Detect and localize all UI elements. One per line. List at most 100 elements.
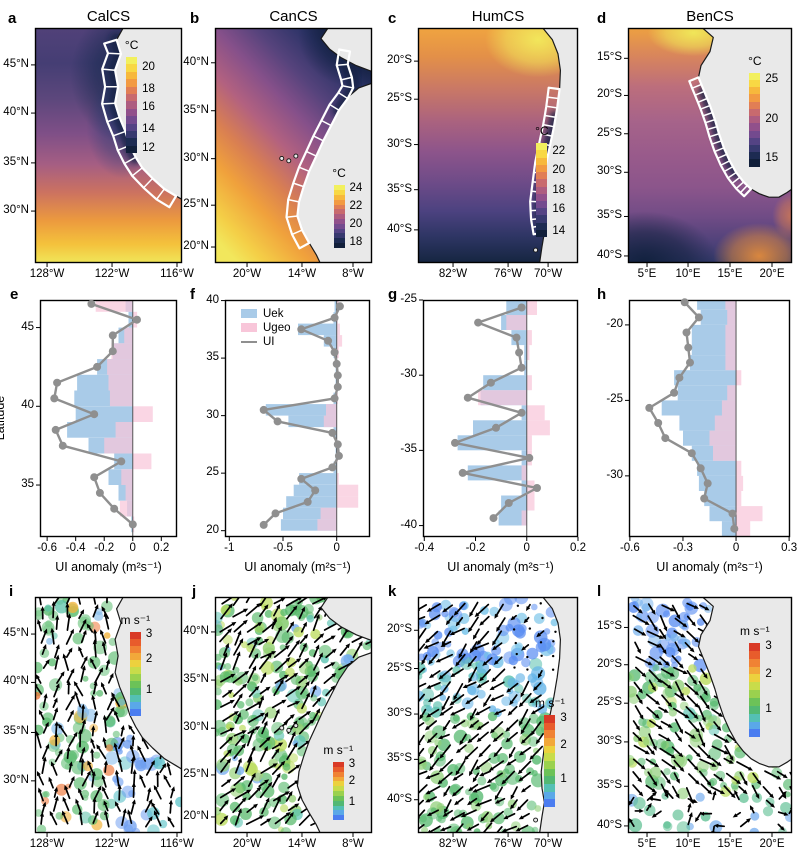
colorbar-segment [749,101,761,109]
x-tick-label: -0.2 [465,542,486,554]
ugeo-bar [521,510,527,526]
panel-j-letter: j [192,583,197,600]
panel-f-ui-anomaly-chart [221,299,371,541]
colorbar-label: m s⁻¹ [740,624,770,639]
colorbar-segment [129,694,141,702]
ui-marker [682,328,691,337]
uek-bar [75,406,133,422]
lat-tick-label: 30°S [386,137,412,150]
legend-swatch [241,309,257,318]
y-tick-label: 30 [206,408,219,421]
ui-marker [332,359,341,368]
colorbar-segment [126,108,138,117]
axes-border [34,27,183,264]
colorbar-segment [544,791,556,800]
lat-tick-label: 20°S [386,54,412,67]
ui-marker [686,358,694,367]
lon-tick-label: 122°W [94,268,130,280]
lat-tick-label: 15°S [596,51,622,64]
x-tick-label: 0.2 [570,542,586,554]
x-axis-label: UI anomaly (m²s⁻¹) [55,560,162,574]
y-tick-label: 45 [21,320,34,333]
ugeo-bar [526,375,532,391]
wind-vectors [35,597,175,828]
colorbar-segment [333,219,345,224]
lat-tick-label: 25°S [596,696,622,709]
colorbar-tick: 2 [560,739,567,752]
lat-tick-label: 40°S [596,818,622,831]
x-tick-label: 0 [129,542,136,554]
colorbar-segment [536,215,548,223]
ui-marker [703,479,712,488]
colorbar-segment [126,116,138,124]
ui-marker [50,394,59,403]
lon-tick-label: 70°W [533,838,563,850]
colorbar-segment [129,631,141,639]
colorbar-segment [544,715,556,723]
colorbar-tick: 3 [765,639,772,652]
y-axis-label: Latitude [0,395,7,440]
colorbar-segment [544,722,556,731]
colorbar-tick: 2 [348,774,356,787]
colorbar-tick: 16 [552,202,566,215]
ui-marker [330,348,339,357]
ui-marker [696,464,705,473]
ugeo-bar [736,521,751,537]
colorbar-label: m s⁻¹ [323,743,354,758]
colorbar-segment [129,701,141,709]
colorbar-segment [129,687,141,695]
colorbar-label: °C [748,53,762,68]
wind-vectors [628,602,792,833]
colorbar-label: °C [332,166,346,181]
colorbar-segment [333,190,345,196]
ui-marker [474,318,483,327]
colorbar-tick: 1 [348,796,356,809]
y-tick-label: 35 [206,351,219,364]
colorbar-tick: 25 [765,73,779,86]
lat-tick-label: 20°N [183,240,209,253]
colorbar-segment [126,130,138,139]
colorbar-segment [332,762,344,767]
x-tick-label: 0.3 [781,542,798,554]
ugeo-bar [736,370,742,386]
ugeo-bar [526,495,535,511]
uek-bar [299,473,337,485]
panel-h-letter: h [597,286,607,303]
colorbar-segment [332,781,344,787]
ugeo-bar [526,405,545,421]
colorbar-i [129,631,141,716]
ugeo-bar [125,485,133,501]
uek-bar [280,519,337,531]
panel-l-letter: l [597,583,602,600]
ui-marker [330,313,339,322]
lon-tick-label: 8°W [342,838,364,850]
colorbar-segment [749,130,761,138]
x-tick-label: 0 [523,542,530,554]
ui-line [648,301,736,529]
ugeo-bar [713,445,736,461]
panel-g-letter: g [388,286,398,303]
panel-e-letter: e [10,286,19,303]
colorbar-segment [126,123,138,131]
colorbar-segment [332,771,344,777]
y-tick-label: -25 [400,293,417,305]
panel-d-title: BenCS [686,8,734,25]
wind-speed-blobs [215,597,372,833]
colorbar-segment [126,101,138,109]
ui-marker [259,520,268,529]
ugeo-bar [111,343,133,359]
panel-a-title: CalCS [86,8,131,25]
ui-marker [486,378,495,387]
ugeo-bar [736,475,744,491]
lon-tick-label: 116°W [160,268,194,280]
colorbar-segment [129,666,141,674]
y-tick-label: -40 [400,518,417,531]
x-tick-label: 0 [732,542,740,554]
ugeo-bar [526,345,530,361]
legend-label: Ugeo [263,321,291,334]
ui-marker [489,514,498,523]
legend-item: Uek [241,307,321,320]
uek-bar [521,480,527,496]
colorbar-segment [749,643,761,651]
ui-marker [51,425,60,434]
